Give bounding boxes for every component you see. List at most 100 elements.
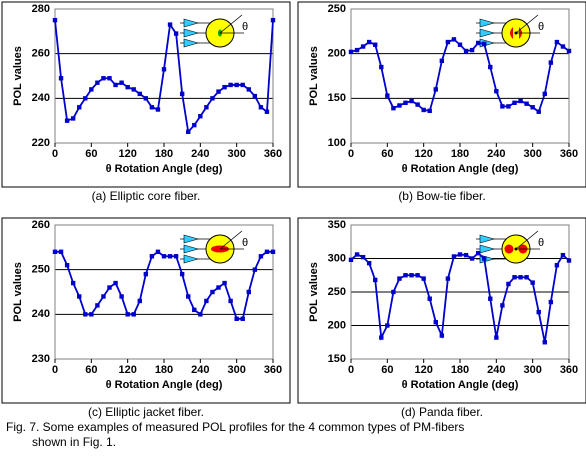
- data-point: [246, 87, 251, 92]
- data-point: [427, 296, 432, 301]
- panel-caption: (a) Elliptic core fiber.: [92, 189, 201, 203]
- data-point: [131, 312, 136, 317]
- inset-rod: [504, 244, 514, 254]
- x-tick-label: 360: [264, 364, 282, 376]
- data-point: [360, 44, 366, 49]
- data-point: [125, 84, 130, 90]
- data-point: [210, 96, 215, 101]
- data-point: [403, 273, 408, 278]
- inset-arrow: [479, 234, 496, 244]
- x-tick-label: 360: [560, 364, 578, 376]
- data-point: [373, 42, 378, 47]
- x-tick-label: 240: [487, 364, 505, 376]
- data-point: [137, 298, 142, 304]
- x-tick-label: 0: [52, 364, 58, 376]
- data-point: [167, 254, 173, 259]
- x-tick-label: 120: [118, 148, 136, 160]
- data-point: [77, 294, 82, 299]
- data-point: [554, 39, 560, 45]
- data-point: [439, 333, 445, 338]
- data-point: [173, 254, 179, 259]
- data-point: [143, 271, 149, 277]
- data-point: [246, 289, 251, 295]
- data-point: [494, 88, 499, 94]
- data-point: [469, 47, 475, 53]
- y-tick-label: 240: [32, 308, 50, 320]
- data-point: [83, 96, 88, 101]
- data-point: [457, 42, 463, 47]
- data-point: [149, 105, 155, 110]
- data-point: [530, 280, 535, 285]
- data-point: [64, 263, 70, 268]
- data-point: [70, 116, 76, 121]
- x-tick-label: 60: [85, 364, 97, 376]
- data-point: [488, 64, 493, 70]
- y-tick-label: 250: [328, 3, 346, 15]
- figure-caption: shown in Fig. 1.: [32, 435, 116, 449]
- y-tick-label: 300: [328, 252, 346, 264]
- data-point: [566, 258, 572, 263]
- data-point: [500, 303, 505, 308]
- data-point: [216, 285, 221, 290]
- data-point: [204, 298, 209, 304]
- x-tick-label: 240: [191, 148, 209, 160]
- x-tick-label: 300: [227, 364, 245, 376]
- data-point: [445, 39, 451, 45]
- data-point: [518, 275, 523, 280]
- data-point: [173, 31, 179, 36]
- data-point: [354, 252, 360, 257]
- data-point: [119, 294, 124, 299]
- data-point: [210, 289, 215, 295]
- inset-stress: [510, 27, 522, 39]
- y-axis-label: POL values: [12, 46, 24, 106]
- data-point: [415, 273, 420, 278]
- data-point: [58, 249, 64, 254]
- panel-caption: (b) Bow-tie fiber.: [398, 189, 485, 203]
- x-tick-label: 240: [191, 364, 209, 376]
- data-point: [391, 105, 396, 111]
- data-point: [360, 254, 366, 260]
- data-point: [83, 312, 88, 317]
- data-point: [524, 101, 529, 106]
- data-point: [439, 58, 445, 64]
- x-tick-label: 120: [414, 364, 432, 376]
- data-point: [542, 340, 547, 345]
- data-point: [58, 76, 64, 81]
- data-point: [348, 257, 354, 263]
- data-point: [385, 323, 390, 328]
- data-point: [403, 100, 408, 105]
- data-point: [192, 307, 197, 313]
- data-point: [222, 280, 227, 286]
- y-tick-label: 200: [328, 48, 346, 60]
- y-tick-label: 200: [328, 319, 346, 331]
- data-point: [560, 44, 566, 49]
- data-point: [64, 118, 70, 123]
- data-point: [530, 105, 535, 110]
- data-point: [143, 96, 149, 101]
- data-point: [161, 254, 167, 259]
- y-tick-label: 150: [328, 92, 346, 104]
- data-point: [427, 108, 432, 114]
- data-point: [101, 294, 106, 299]
- panel: 230 240 250 260 0 60 120 180 240 300 360 θ Rotation…: [1, 217, 291, 419]
- inset-arrow: [183, 38, 200, 48]
- x-tick-label: 180: [451, 364, 469, 376]
- panel: 100 150 200 250 0 60 120 180 240 300 360 θ Rotation…: [297, 1, 586, 203]
- x-axis-label: θ Rotation Angle (deg): [106, 379, 223, 391]
- inset-arrow: [479, 28, 496, 38]
- data-point: [366, 260, 372, 266]
- x-tick-label: 60: [85, 148, 97, 160]
- inset-arrow: [183, 244, 200, 254]
- x-axis-label: θ Rotation Angle (deg): [106, 163, 223, 175]
- data-point: [258, 105, 264, 110]
- data-point: [228, 298, 233, 304]
- data-point: [77, 105, 82, 110]
- data-point: [451, 254, 457, 259]
- y-axis-label: POL values: [308, 262, 320, 322]
- inset-angle: [219, 14, 243, 34]
- data-point: [167, 22, 173, 27]
- x-tick-label: 300: [227, 148, 245, 160]
- y-tick-label: 150: [328, 353, 346, 365]
- data-point: [463, 252, 469, 258]
- data-point: [518, 98, 523, 104]
